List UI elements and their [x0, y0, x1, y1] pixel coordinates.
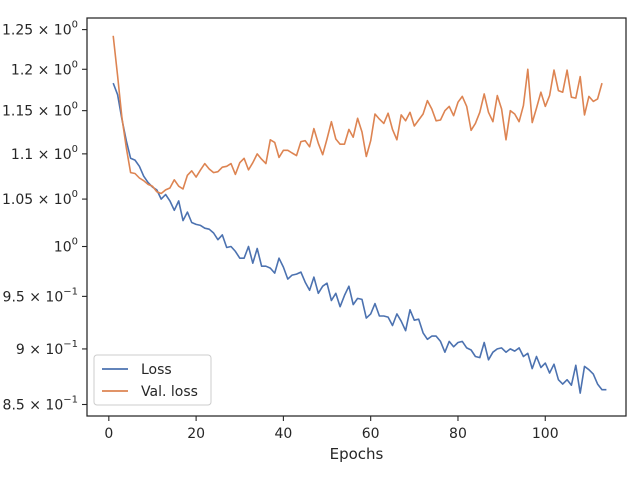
y-tick-label: 1.25 × 100: [2, 20, 78, 39]
y-tick-label: 9 × 10−1: [16, 339, 78, 358]
x-tick-label: 100: [532, 426, 559, 442]
plot-area: [112, 35, 607, 394]
y-tick-label: 9.5 × 10−1: [3, 286, 78, 305]
legend-label-loss: Loss: [141, 362, 172, 378]
y-axis-ticks: 8.5 × 10−1 9 × 10−1 9.5 × 10−1 100 1.05 × 10…: [2, 20, 87, 413]
x-tick-label: 60: [362, 426, 380, 442]
legend: Loss Val. loss: [93, 354, 212, 406]
axes-frame: [86, 17, 627, 417]
x-tick-label: 0: [104, 426, 113, 442]
y-tick-label: 1.1 × 100: [11, 144, 78, 163]
legend-box: [93, 354, 212, 406]
x-axis-ticks: 0 20 40 60 80 100: [104, 416, 559, 442]
series-layer: [112, 35, 607, 394]
series-line-loss: [112, 82, 607, 394]
x-tick-label: 40: [274, 426, 292, 442]
y-tick-label: 8.5 × 10−1: [3, 394, 78, 413]
y-tick-label: 1.15 × 100: [2, 101, 78, 120]
legend-label-val-loss: Val. loss: [141, 384, 198, 400]
x-tick-label: 20: [187, 426, 205, 442]
y-tick-label: 100: [54, 237, 78, 256]
series-line-val-loss: [112, 35, 603, 195]
x-axis-label: Epochs: [330, 445, 384, 463]
x-tick-label: 80: [449, 426, 467, 442]
y-tick-label: 1.05 × 100: [2, 189, 78, 208]
y-tick-label: 1.2 × 100: [11, 59, 78, 78]
